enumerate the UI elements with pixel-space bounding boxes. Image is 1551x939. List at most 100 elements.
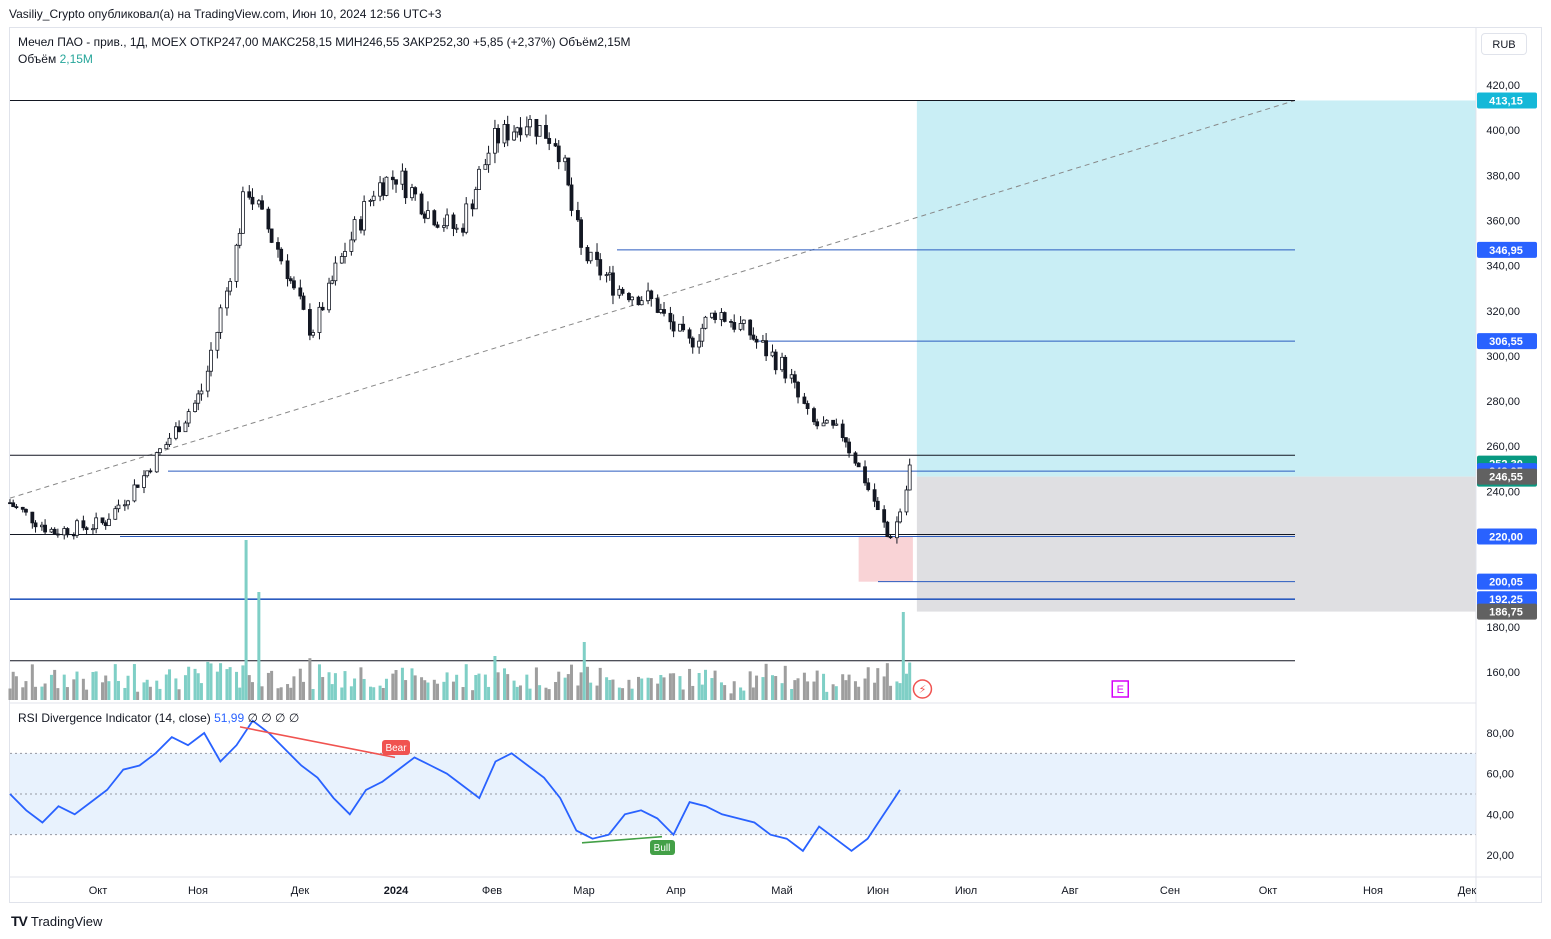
volume-bar [260,686,264,700]
candle-body [135,484,140,488]
candle-body [815,421,820,427]
time-tick: 2024 [384,885,409,897]
candle-body [288,278,293,282]
candle-body [569,184,574,211]
candle-body [812,408,816,423]
rsi-tick: 80,00 [1486,728,1514,740]
candle-body [713,312,717,320]
chart-frame [9,27,1542,903]
volume-bar [302,681,306,700]
volume-bar [85,689,89,700]
candle-body [269,228,274,243]
volume-bar [56,688,60,700]
price-label: 192,25 [1489,594,1523,606]
candle-body [588,251,593,262]
volume-bar [656,683,660,700]
volume-label[interactable]: Объём [18,52,57,66]
volume-bar [75,671,79,700]
price-label: 186,75 [1489,607,1523,619]
candle-body [502,124,507,144]
volume-bar [566,674,570,700]
volume-bar [882,676,886,700]
trend-line [9,99,1296,499]
candle-body [40,524,44,528]
candle-body [250,196,255,205]
volume-bar [538,685,542,700]
price-tick: 320,00 [1486,306,1520,318]
volume-bar [209,663,213,700]
candle-body [276,242,280,250]
volume-bar [834,686,838,700]
volume-bar [196,673,200,700]
candle-body [55,533,60,536]
candle-body [789,374,794,379]
volume-bar [442,681,446,700]
time-tick: Июл [955,885,977,897]
volume-bar [579,672,583,700]
candle-body [154,452,159,473]
candle-body [885,521,890,537]
volume-bar [155,680,159,700]
volume-bar [174,678,178,700]
publisher-header: Vasiliy_Crypto опубликовал(а) на Trading… [9,7,442,21]
candle-body [256,200,261,205]
volume-bar [206,661,210,700]
candle-body [866,482,871,491]
volume-bar [742,690,746,700]
volume-bar [483,674,487,700]
candle-body [378,182,382,197]
candle-body [148,470,153,473]
candle-body [617,288,622,296]
candle-body [158,448,162,454]
bear-signal-badge [382,740,410,755]
demand-zone [858,536,913,582]
volume-bar [585,666,589,700]
candle-body [218,307,223,333]
volume-bar [53,669,57,700]
candle-body [722,312,727,322]
volume-bar [225,669,229,700]
brand-name: TradingView [30,913,103,929]
volume-bar [123,687,127,700]
volume-bar [557,671,561,700]
time-tick: Сен [1160,885,1180,897]
candle-body [872,489,877,502]
candle-body [441,225,446,228]
volume-bar [528,688,532,700]
volume-bar [62,674,66,700]
candle-body [445,214,449,227]
bull-signal-badge [650,840,675,855]
candle-body [94,517,99,530]
bull-divergence-line [581,835,663,844]
volume-bar [554,681,558,700]
volume-bar [461,687,465,700]
volume-bar [774,676,778,700]
currency-button[interactable]: RUB [1481,33,1527,55]
candle-body [843,437,848,443]
candle-body [486,152,491,166]
candle-body [435,224,440,228]
symbol-name[interactable]: Мечел ПАО - прив., 1Д, MOEX [18,35,187,49]
candle-body [177,426,181,433]
volume-bar [126,675,130,700]
volume-bar [244,540,248,700]
bear-divergence-line [239,726,396,759]
candle-body [575,210,580,221]
volume-bar [308,658,312,700]
candle-body [122,504,127,507]
price-label-box [1477,241,1537,258]
candle-body [343,251,347,257]
candle-body [14,506,19,509]
volume-bar [145,679,149,700]
candle-body [620,288,625,294]
candle-body [649,290,654,300]
price-tick: 340,00 [1486,261,1520,273]
time-tick: Ноя [188,885,208,897]
volume-bar [116,680,120,700]
volume-bar [547,689,551,700]
volume-bar [391,673,395,700]
rsi-name[interactable]: RSI Divergence Indicator (14, close) [18,711,211,725]
candle-body [748,319,753,336]
candle-body [636,296,641,306]
